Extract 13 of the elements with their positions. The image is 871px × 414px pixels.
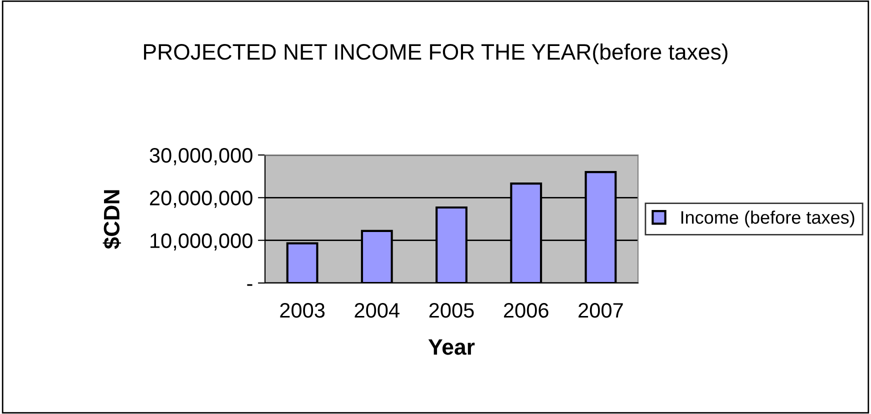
x-axis-title: Year xyxy=(428,339,475,355)
x-tick-label: 2003 xyxy=(280,302,325,318)
x-tick-label: 2006 xyxy=(504,302,548,318)
y-axis-title: $CDN xyxy=(102,190,121,249)
x-tick-label: 2005 xyxy=(429,302,474,318)
x-tick-label: 2004 xyxy=(354,302,400,318)
x-tick-label: 2007 xyxy=(578,302,623,318)
y-tick-label: - xyxy=(247,284,252,286)
legend-label: Income (before taxes) xyxy=(681,210,854,228)
y-tick-label: 10,000,000 xyxy=(150,233,252,251)
chart-title: PROJECTED NET INCOME FOR THE YEAR(before taxes) xyxy=(144,43,728,64)
y-tick-label: 30,000,000 xyxy=(150,148,252,166)
y-tick-label: 20,000,000 xyxy=(150,190,252,208)
